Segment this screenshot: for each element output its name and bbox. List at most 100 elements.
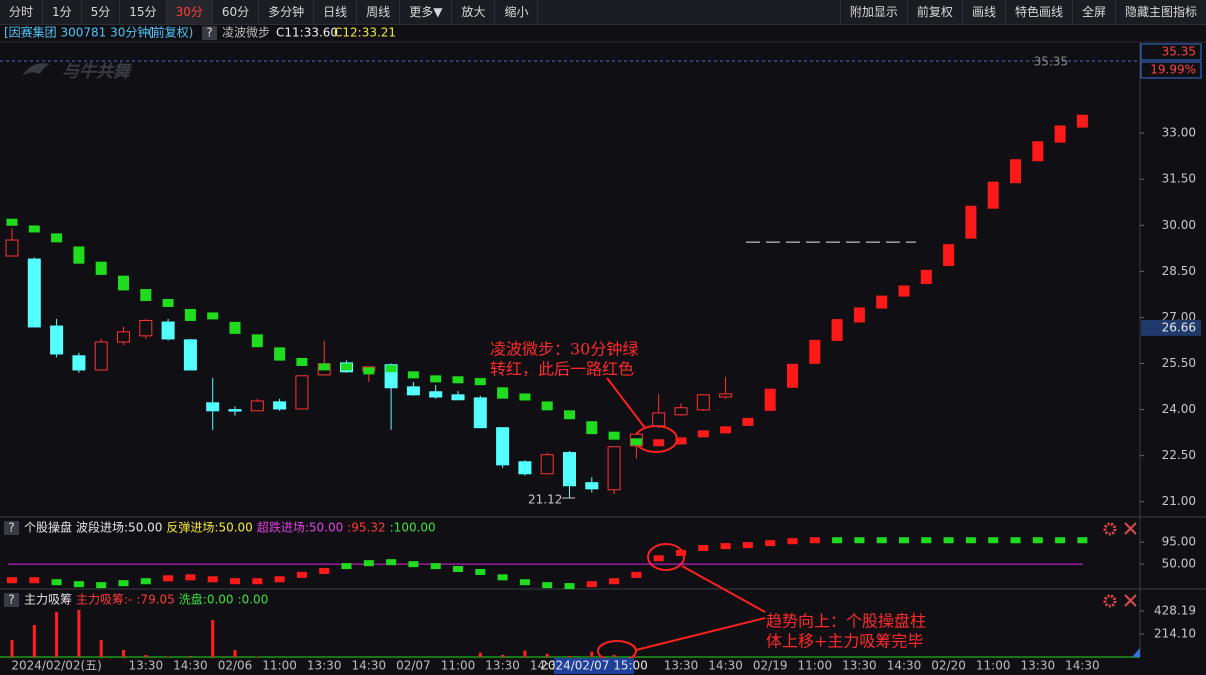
indicator-value: C12:33.21 <box>334 26 396 40</box>
help-label: ? <box>8 593 14 607</box>
toolbar-button[interactable]: 30分 <box>166 0 213 24</box>
indicator-block <box>430 375 442 383</box>
annotation: 体上移+主力吸筹完毕 <box>766 632 923 651</box>
candle-body <box>429 391 443 398</box>
bar <box>166 656 170 657</box>
toolbar-button[interactable]: 前复权 <box>906 0 962 24</box>
toolbar-button[interactable]: 画线 <box>961 0 1005 24</box>
marker <box>988 537 999 544</box>
help-button[interactable] <box>4 521 19 535</box>
x-tick-label: 14:30 <box>1065 659 1100 673</box>
toolbar-button[interactable]: 15分 <box>120 0 167 24</box>
panel-title: 个股操盘 <box>24 520 72 535</box>
legend-entry: :79.05 <box>136 593 174 607</box>
y-tick-label: 214.10 <box>1154 626 1196 640</box>
marker <box>698 545 709 552</box>
x-tick-label: 02/20 <box>931 659 966 673</box>
indicator-block <box>251 334 263 348</box>
bar <box>144 654 148 657</box>
marker <box>386 559 397 566</box>
candle-body <box>406 386 420 396</box>
x-tick-label: 11:00 <box>976 659 1011 673</box>
indicator-block <box>653 439 665 447</box>
toolbar-button[interactable]: 日线 <box>314 0 358 24</box>
bar <box>612 654 616 657</box>
legend-entry: 超跌进场:50.00 <box>257 520 343 535</box>
settings-icon[interactable] <box>1103 594 1117 608</box>
candle-body <box>5 239 19 257</box>
bar <box>211 620 215 657</box>
marker <box>207 576 218 583</box>
indicator-block <box>6 218 18 226</box>
close-icon[interactable] <box>1124 594 1137 607</box>
adjust: (前复权) <box>148 25 193 40</box>
candle-body <box>607 446 621 491</box>
indicator-block <box>474 378 486 386</box>
indicator-block <box>586 421 598 435</box>
toolbar-button[interactable]: 1分 <box>43 0 82 24</box>
x-tick-label: 13:30 <box>1021 659 1056 673</box>
x-tick-label: 14:30 <box>708 659 743 673</box>
candle-body <box>117 331 130 343</box>
indicator-block <box>296 357 308 366</box>
indicator-block <box>207 312 219 320</box>
cursor-price: 26.66 <box>1162 320 1196 334</box>
candle-body <box>473 397 487 429</box>
indicator-block <box>73 246 85 264</box>
indicator-block <box>184 308 196 321</box>
candle-body <box>250 400 264 412</box>
indicator-value: C11:33.60 <box>276 26 338 40</box>
toolbar-button[interactable]: 更多▼ <box>400 0 453 24</box>
x-tick-label: 13:30 <box>129 659 164 673</box>
candle-body <box>563 452 576 487</box>
toolbar-button[interactable]: 附加显示 <box>839 0 907 24</box>
indicator-block <box>809 339 821 364</box>
help-button[interactable] <box>202 26 217 40</box>
toolbar-button[interactable]: 5分 <box>82 0 121 24</box>
bar <box>255 656 259 657</box>
watermark-logo <box>22 63 50 76</box>
limit-label: 35.35 <box>1162 44 1196 58</box>
toolbar-button[interactable]: 多分钟 <box>259 0 315 24</box>
bar <box>501 654 505 657</box>
toolbar-button[interactable]: 周线 <box>357 0 401 24</box>
toolbar-button[interactable]: 特色画线 <box>1004 0 1072 24</box>
y-tick-label: 28.50 <box>1162 264 1196 278</box>
marker <box>765 540 776 547</box>
annotation-arrow <box>635 617 766 651</box>
toolbar-button[interactable]: 60分 <box>213 0 260 24</box>
annotation: 转红，此后一路红色 <box>490 360 634 379</box>
toolbar-button[interactable]: 缩小 <box>495 0 539 24</box>
marker <box>453 566 463 573</box>
indicator-block <box>853 307 865 323</box>
marker <box>609 578 620 585</box>
close-icon[interactable] <box>1124 522 1137 535</box>
toolbar-left: 分时 1分 5分 15分 30分 60分 多分钟 日线 周线 更多▼ 放大 缩小 <box>0 0 539 24</box>
toolbar-button[interactable]: 放大 <box>452 0 496 24</box>
toolbar-button[interactable]: 隐藏主图指标 <box>1114 0 1206 24</box>
settings-icon[interactable] <box>1103 522 1117 536</box>
legend-entry: 洗盘:0.00 <box>179 592 234 607</box>
bar <box>233 650 237 657</box>
indicator-block <box>385 365 397 373</box>
indicator-block <box>118 275 129 291</box>
marker <box>475 568 486 575</box>
bar <box>10 640 14 657</box>
y-tick-label: 428.19 <box>1154 603 1196 617</box>
toolbar-button[interactable]: 全屏 <box>1071 0 1115 24</box>
toolbar-right: 附加显示 前复权 画线 特色画线 全屏 隐藏主图指标 <box>839 0 1206 24</box>
y-tick-label: 50.00 <box>1162 557 1196 571</box>
toolbar: 分时 1分 5分 15分 30分 60分 多分钟 日线 周线 更多▼ 放大 缩小 附加显示 前复权 画线特… <box>0 0 1206 25</box>
symbol: [因赛集团 300781 30分钟] <box>4 25 154 40</box>
marker <box>676 549 686 556</box>
help-button[interactable] <box>4 593 19 607</box>
marker <box>519 579 530 586</box>
corner-marker <box>1132 648 1140 657</box>
bar <box>122 650 125 657</box>
marker <box>274 576 285 583</box>
candle-body <box>585 482 599 490</box>
bar <box>77 609 81 657</box>
toolbar-button[interactable]: 分时 <box>0 0 44 24</box>
candle-body <box>183 339 197 371</box>
